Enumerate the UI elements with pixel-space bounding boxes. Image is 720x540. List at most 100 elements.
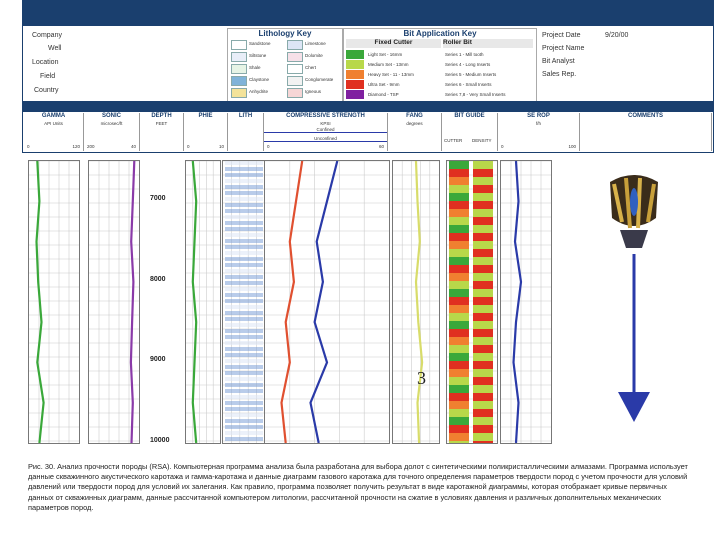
track-header-title: DEPTH [151,113,172,119]
track-header-title: SE ROP [527,113,550,119]
track-scale-min: 0 [267,144,270,149]
lithology-band [225,239,263,243]
lithology-band [225,401,263,405]
bit-guide-band [449,441,469,443]
bit-guide-band [449,161,469,169]
country-label: Country [34,87,59,94]
down-arrow-icon [618,254,650,422]
lithology-key: Lithology Key Sandstone Siltstone Shale Cla… [227,28,343,102]
bit-guide-band [473,377,493,385]
bit-guide-band [449,289,469,297]
lithology-band [225,233,263,237]
track-header-unit: degrees [406,121,423,126]
bit-guide-sub-label: DENSITY [472,138,492,143]
track-header-unit: KPSI [320,121,331,126]
bit-guide-band [449,433,469,441]
lithology-band [225,395,263,399]
bit-guide-band [449,305,469,313]
track-header-title: GAMMA [41,113,66,119]
curve-gamma [35,161,45,443]
track-phie [185,160,221,444]
lithology-label: Claystone [249,77,270,82]
project-info-panel: Project Date 9/20/00 Project Name Bit An… [540,28,710,100]
bit-guide-band [449,409,469,417]
depth-tick-label: 8000 [150,275,166,283]
track-scale-max: 100 [568,144,576,149]
bit-guide-band [449,265,469,273]
lithology-band [225,185,263,189]
roller-bit-label: Series 7,8 - Very Small Inserts [445,92,506,97]
lithology-band [225,197,263,201]
bit-guide-band [473,441,493,443]
track-header-unit: f/h [535,121,541,126]
track-header-phie: PHIE 0 10 [184,113,228,151]
bit-guide-band [473,273,493,281]
log-header-frame [22,0,714,153]
bit-guide-band [449,313,469,321]
fixed-cutter-label: Ultra Set - 9mm [368,82,400,87]
header-top-band [22,0,713,26]
lithology-swatch [231,64,247,74]
track-grid [393,161,439,443]
strength-sub-label: Confined [264,127,387,133]
lithology-band [225,353,263,357]
track-header-title: BIT GUIDE [454,113,485,119]
track-sonic [88,160,140,444]
location-label: Location [32,59,59,66]
lithology-band [225,371,263,375]
lithology-band [225,257,263,261]
bit-guide-band [449,257,469,265]
depth-tick-label: 7000 [150,195,166,203]
track-scale-min: 0 [187,144,190,149]
roller-bit-label: Series 1 - Mill tooth [445,52,484,57]
lithology-band [225,281,263,285]
pdc-bit-icon [610,175,658,248]
lithology-band [225,227,263,231]
track-scale-max: 60 [378,144,384,149]
lithology-band [225,317,263,321]
lithology-swatch [231,76,247,86]
track-bit [446,160,498,444]
track-scale-max: 10 [218,144,224,149]
lithology-band [225,263,263,267]
lithology-band [225,347,263,351]
track-grid [447,161,497,443]
bit-guide-band [473,177,493,185]
track-header-unit: FEET [155,121,168,126]
bit-guide-band [473,353,493,361]
bit-guide-band [449,273,469,281]
lithology-band [225,329,263,333]
bit-guide-band [449,337,469,345]
bit-guide-band [449,393,469,401]
curve-fang [414,161,424,443]
track-grid [186,161,220,443]
bit-guide-band [449,185,469,193]
bit-guide-band [473,345,493,353]
bit-guide-band [473,233,493,241]
company-label: Company [32,32,62,39]
track-grid [223,161,265,443]
bit-guide-band [449,297,469,305]
bit-guide-band [449,217,469,225]
lithology-band [225,179,263,183]
bit-guide-band [473,417,493,425]
lithology-band [225,275,263,279]
track-header-compressive-strength: COMPRESSIVE STRENGTH KPSI 0 60 Confined Uncon… [264,113,388,151]
lithology-swatch [287,64,303,74]
well-info-panel: Company Well Location Field Country [24,28,224,102]
bit-guide-band [449,321,469,329]
bit-guide-band [449,177,469,185]
lithology-label: Shale [249,65,261,70]
lithology-band [225,173,263,177]
track-header-unit: microsec/ft [100,121,123,126]
lithology-label: Chert [305,65,317,70]
lithology-label: Sandstone [249,41,271,46]
bit-guide-band [449,225,469,233]
bit-swatch [346,80,364,89]
bit-guide-band [473,329,493,337]
bit-guide-band [449,377,469,385]
lithology-swatch [287,40,303,50]
bit-key-title: Bit Application Key [403,29,477,38]
bit-guide-band [449,193,469,201]
lithology-band [225,365,263,369]
